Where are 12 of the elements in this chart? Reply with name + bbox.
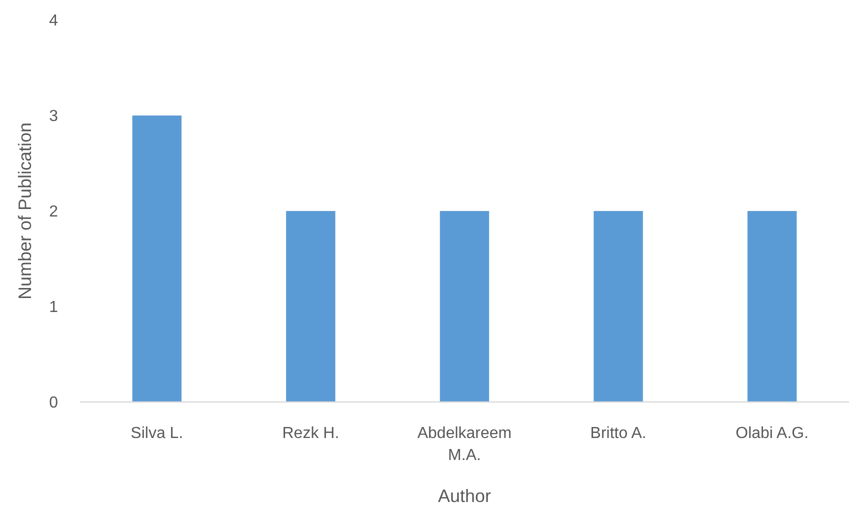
- y-axis-title: Number of Publication: [15, 122, 35, 300]
- x-tick-label: Abdelkareem M.A.: [417, 425, 512, 464]
- x-axis-title: Author: [438, 486, 492, 506]
- x-tick-label: Rezk H.: [282, 425, 340, 442]
- y-tick-label: 3: [49, 108, 58, 126]
- x-tick-label: Olabi A.G.: [736, 425, 809, 442]
- x-tick-label: Silva L.: [130, 425, 184, 442]
- x-tick-label: Britto A.: [590, 425, 646, 442]
- y-tick-label: 4: [49, 12, 58, 30]
- y-tick-label: 1: [49, 299, 58, 316]
- y-tick-label: 0: [49, 394, 58, 412]
- y-tick-label: 2: [49, 204, 58, 221]
